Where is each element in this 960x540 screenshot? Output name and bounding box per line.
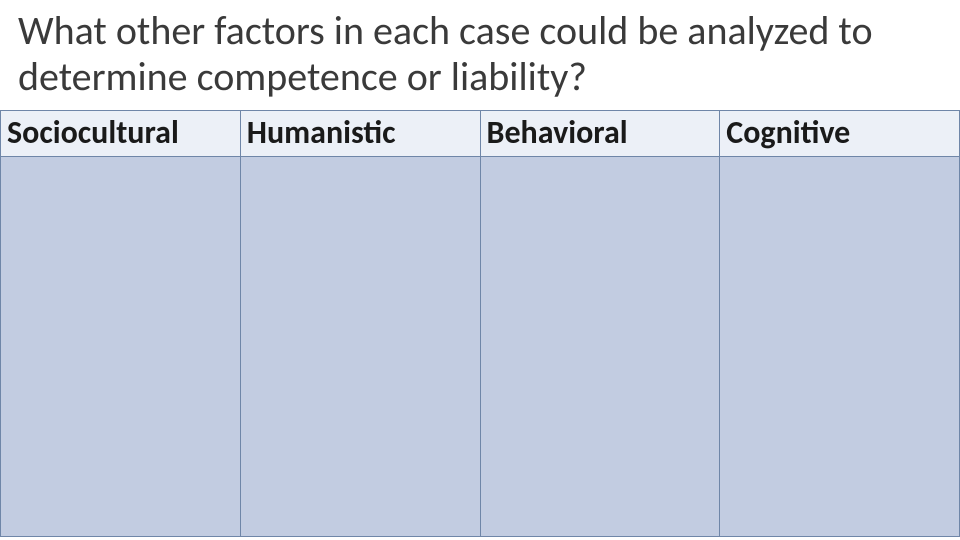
cell-humanistic: [240, 157, 480, 537]
slide: What other factors in each case could be…: [0, 0, 960, 540]
cell-behavioral: [480, 157, 720, 537]
cell-cognitive: [720, 157, 960, 537]
col-humanistic: Humanistic: [240, 111, 480, 157]
slide-title: What other factors in each case could be…: [0, 0, 960, 110]
table-container: Sociocultural Humanistic Behavioral Cogn…: [0, 110, 960, 540]
table-row: [1, 157, 960, 537]
col-sociocultural: Sociocultural: [1, 111, 241, 157]
col-cognitive: Cognitive: [720, 111, 960, 157]
factors-table: Sociocultural Humanistic Behavioral Cogn…: [0, 110, 960, 537]
col-behavioral: Behavioral: [480, 111, 720, 157]
table-header-row: Sociocultural Humanistic Behavioral Cogn…: [1, 111, 960, 157]
cell-sociocultural: [1, 157, 241, 537]
